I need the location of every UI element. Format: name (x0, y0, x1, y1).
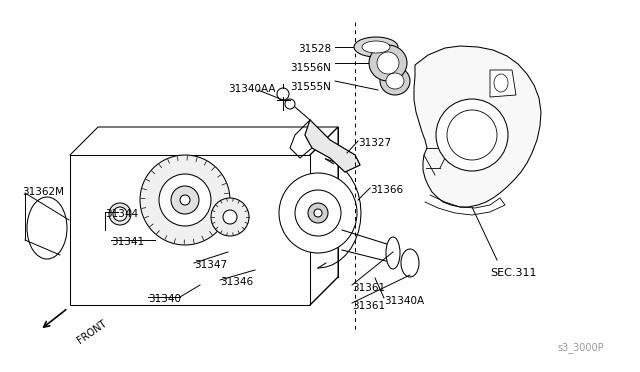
Polygon shape (414, 46, 541, 207)
Text: 31346: 31346 (220, 277, 253, 287)
Ellipse shape (308, 203, 328, 223)
Ellipse shape (223, 210, 237, 224)
Text: 31340AA: 31340AA (228, 84, 275, 94)
Ellipse shape (447, 110, 497, 160)
Text: 31361: 31361 (352, 301, 385, 311)
Ellipse shape (171, 186, 199, 214)
Text: 31341: 31341 (111, 237, 144, 247)
Ellipse shape (401, 249, 419, 277)
Ellipse shape (386, 237, 400, 269)
Text: s3_3000P: s3_3000P (557, 342, 604, 353)
Ellipse shape (109, 203, 131, 225)
Text: 31344: 31344 (105, 209, 138, 219)
Ellipse shape (436, 99, 508, 171)
Ellipse shape (279, 173, 357, 253)
Circle shape (303, 242, 309, 248)
Ellipse shape (159, 174, 211, 226)
Ellipse shape (380, 67, 410, 95)
Text: 31340A: 31340A (384, 296, 424, 306)
Text: 31556N: 31556N (290, 63, 331, 73)
Circle shape (283, 198, 289, 204)
Polygon shape (305, 120, 360, 172)
Circle shape (326, 242, 333, 248)
Ellipse shape (494, 74, 508, 92)
Ellipse shape (362, 41, 390, 53)
Ellipse shape (369, 45, 407, 81)
Text: 31361: 31361 (352, 283, 385, 293)
Ellipse shape (140, 155, 230, 245)
Ellipse shape (211, 198, 249, 236)
Text: 31347: 31347 (194, 260, 227, 270)
Ellipse shape (180, 195, 190, 205)
Circle shape (347, 198, 353, 204)
Ellipse shape (377, 52, 399, 74)
Polygon shape (490, 70, 516, 97)
Ellipse shape (113, 207, 127, 221)
Circle shape (326, 178, 333, 184)
Text: 31366: 31366 (370, 185, 403, 195)
Text: 31362M: 31362M (22, 187, 64, 197)
Text: 31528: 31528 (298, 44, 331, 54)
Text: SEC.311: SEC.311 (490, 268, 536, 278)
Text: 31327: 31327 (358, 138, 391, 148)
Ellipse shape (354, 37, 398, 57)
Text: FRONT: FRONT (75, 318, 108, 345)
Ellipse shape (314, 209, 322, 217)
Ellipse shape (27, 197, 67, 259)
Ellipse shape (295, 190, 341, 236)
Text: 31555N: 31555N (290, 82, 331, 92)
Circle shape (347, 222, 353, 228)
Circle shape (283, 222, 289, 228)
Ellipse shape (386, 73, 404, 89)
Circle shape (303, 178, 309, 184)
Text: 31340: 31340 (148, 294, 181, 304)
